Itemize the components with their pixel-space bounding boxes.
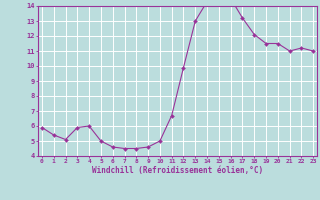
X-axis label: Windchill (Refroidissement éolien,°C): Windchill (Refroidissement éolien,°C) [92, 166, 263, 175]
